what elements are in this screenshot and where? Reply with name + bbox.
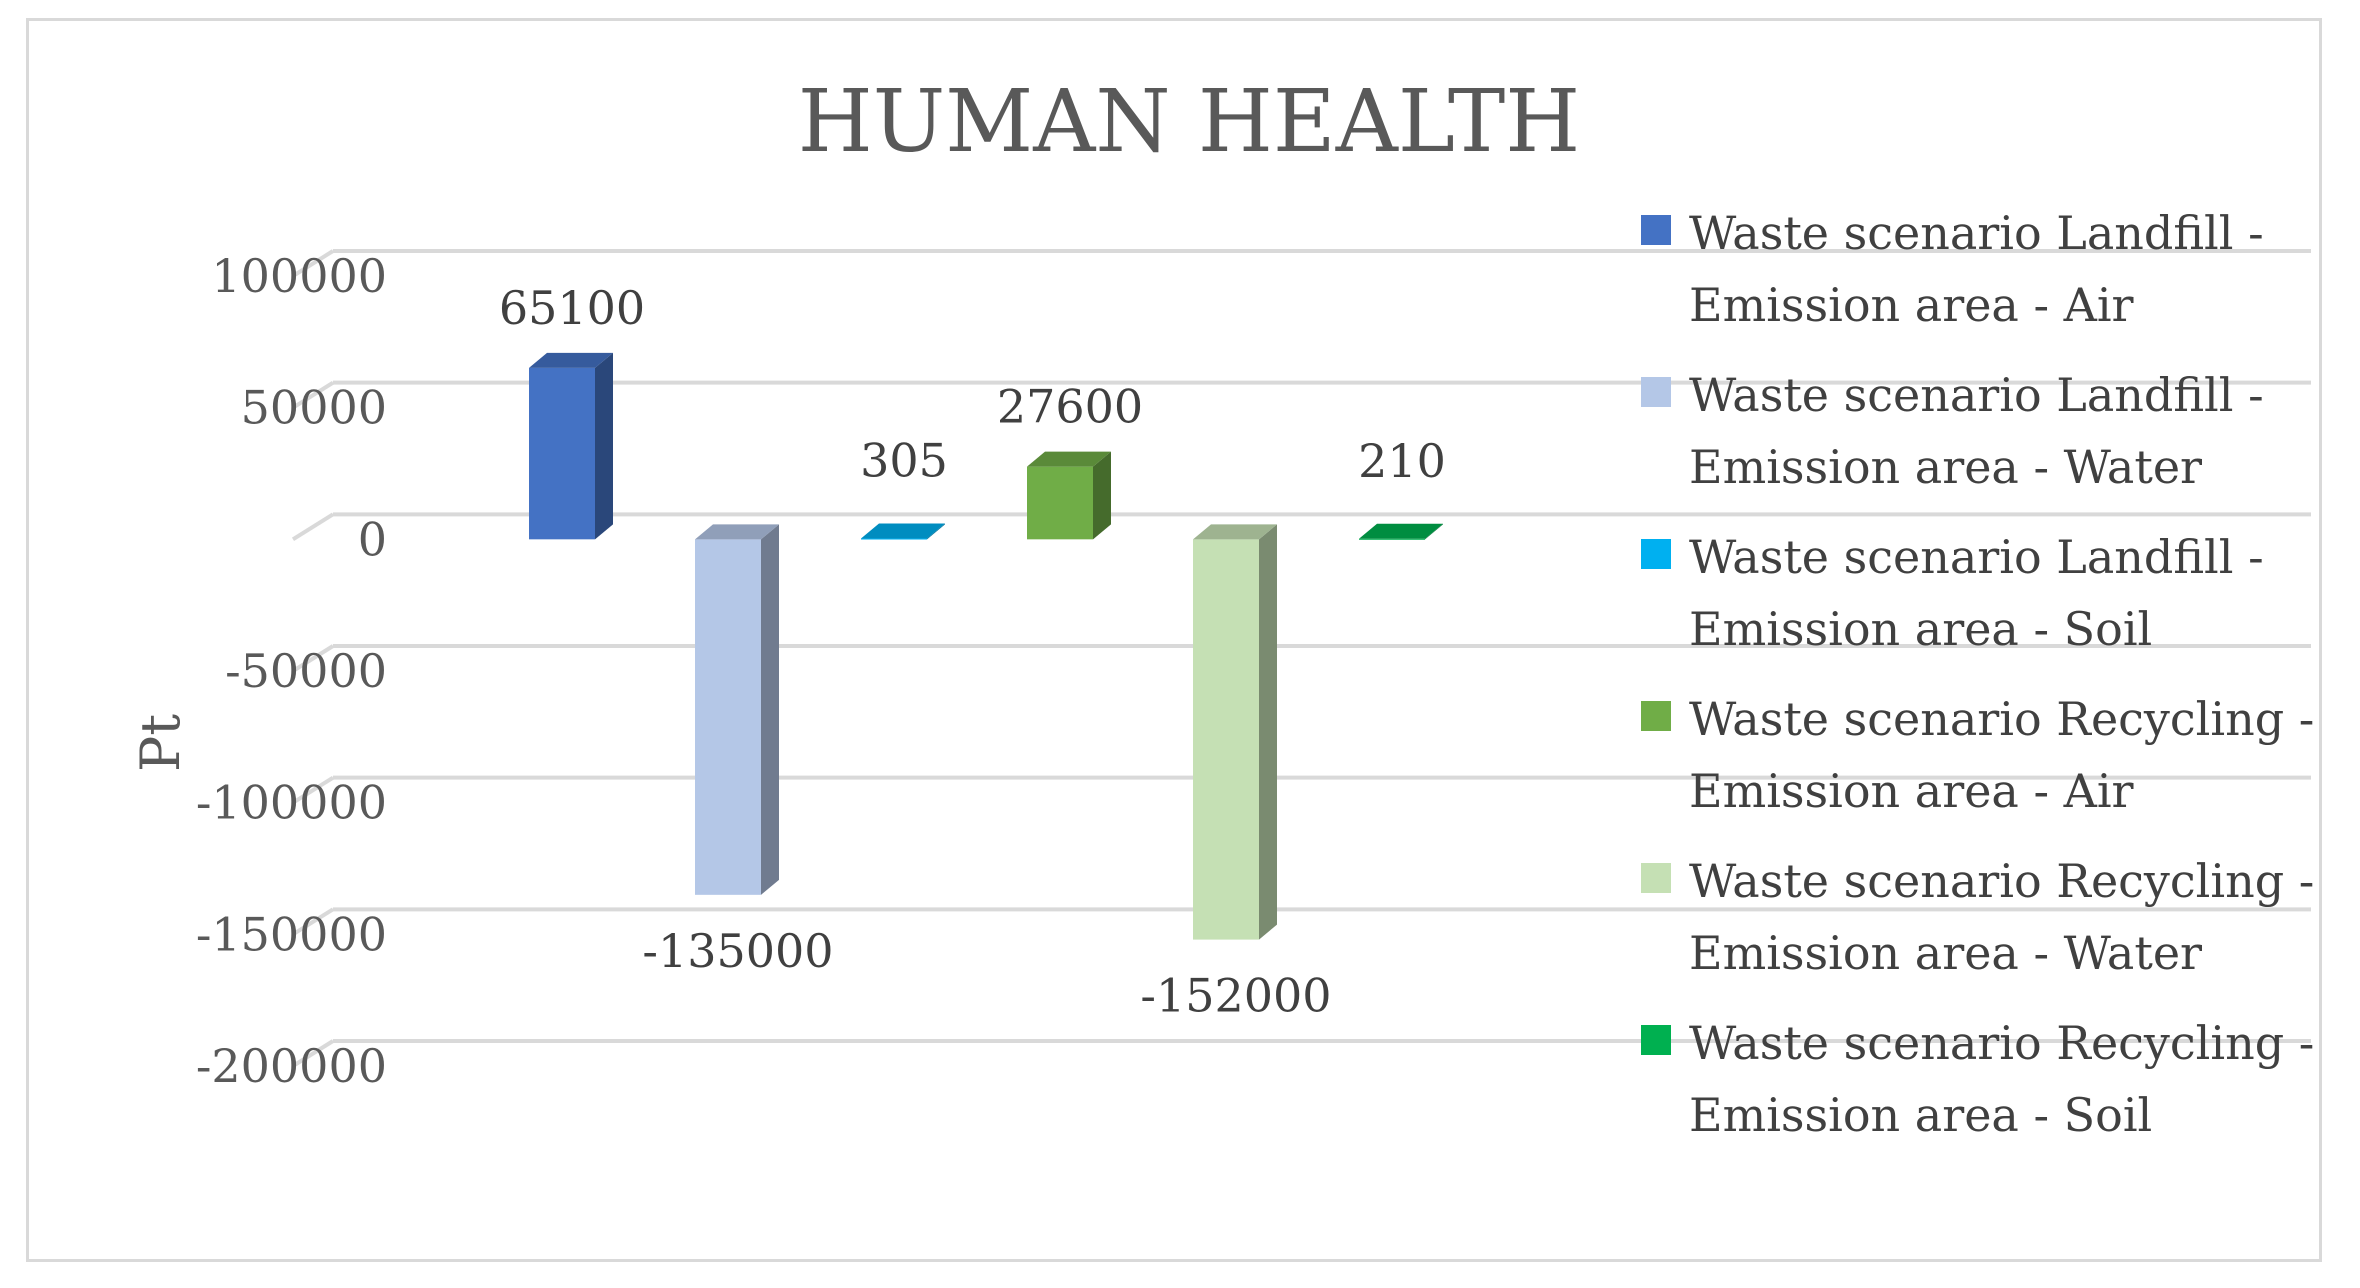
bar-side [761,524,779,895]
gridline-depth [291,380,335,410]
legend-item: Waste scenario Landfill - Emission area -… [1641,197,2360,359]
legend-item: Waste scenario Recycling - Emission area … [1641,1007,2360,1169]
legend-label: Waste scenario Recycling - Emission area … [1689,1007,2314,1151]
legend-label: Waste scenario Landfill - Emission area -… [1689,197,2264,341]
bar-top [695,524,779,540]
legend-label-line2: Emission area - Air [1689,278,2134,332]
bar-side [1425,523,1443,540]
gridline-depth [291,644,335,673]
legend-swatch [1641,215,1671,245]
data-labels: 65100 -135000 305 27600 -152000 210 [499,281,1446,1023]
y-axis-label: Pt [129,714,192,772]
legend-item: Waste scenario Landfill - Emission area -… [1641,521,2360,683]
gridline-depth [291,775,335,805]
y-tick-label: -200000 [196,1039,387,1093]
bars [529,352,1443,940]
data-label: -152000 [1140,969,1331,1023]
legend-label-line2: Emission area - Water [1689,440,2203,494]
legend-label-line1: Waste scenario Landfill - [1689,206,2264,260]
bar-front [1193,539,1259,940]
legend-swatch [1641,1025,1671,1055]
legend-label-line1: Waste scenario Recycling - [1689,692,2315,746]
legend-label: Waste scenario Recycling - Emission area … [1689,845,2314,989]
legend-label-line2: Emission area - Air [1689,764,2134,818]
bar [1193,524,1277,940]
legend-swatch [1641,539,1671,569]
y-tick-label: 100000 [211,249,387,303]
legend-item: Waste scenario Recycling - Emission area … [1641,683,2360,845]
y-tick-label: 50000 [241,381,387,435]
bar-front [529,367,595,540]
legend-label-line1: Waste scenario Landfill - [1689,530,2264,584]
data-label: 305 [860,434,948,488]
legend-swatch [1641,701,1671,731]
legend-item: Waste scenario Recycling - Emission area … [1641,845,2360,1007]
bar [1359,523,1443,540]
bar-side [927,523,945,540]
bar-front [695,539,761,895]
legend-swatch [1641,863,1671,893]
gridline-depth [291,1039,335,1068]
bar-top [1193,524,1277,540]
chart-title: HUMAN HEALTH [798,72,1581,172]
legend-label: Waste scenario Landfill - Emission area -… [1689,359,2264,503]
gridline-depth [291,512,335,542]
bar [529,352,613,540]
gridline-depth [291,907,335,937]
bar-side [1259,524,1277,940]
data-label: 210 [1358,434,1446,488]
data-label: 65100 [499,281,645,335]
bar-side [595,352,613,540]
data-label: 27600 [997,380,1143,434]
gridline-depth [291,249,335,278]
legend-label: Waste scenario Recycling - Emission area … [1689,683,2314,827]
legend: Waste scenario Landfill - Emission area -… [1641,197,2360,1169]
bar-front [1027,466,1093,540]
bar [695,524,779,895]
bar-front [1359,538,1425,540]
chart-canvas: HUMAN HEALTH Pt 100000 50000 0 -50000 -10000… [129,72,2311,1093]
legend-label-line2: Emission area - Soil [1689,602,2153,656]
y-tick-label: -100000 [196,776,387,830]
y-tick-label: 0 [358,512,387,566]
legend-label: Waste scenario Landfill - Emission area -… [1689,521,2264,665]
bar-top [529,352,613,368]
legend-label-line1: Waste scenario Recycling - [1689,1016,2315,1070]
data-label: -135000 [642,924,833,978]
bar-top [1359,523,1443,539]
chart-frame: HUMAN HEALTH Pt 100000 50000 0 -50000 -10000… [26,18,2322,1262]
bar-side [1093,451,1111,540]
gridlines [291,249,2311,1068]
y-tick-label: -150000 [196,907,387,961]
y-tick-labels: 100000 50000 0 -50000 -100000 -150000 -200000 [196,249,387,1093]
legend-label-line2: Emission area - Soil [1689,1088,2153,1142]
legend-label-line1: Waste scenario Landfill - [1689,368,2264,422]
legend-label-line1: Waste scenario Recycling - [1689,854,2315,908]
legend-item: Waste scenario Landfill - Emission area -… [1641,359,2360,521]
bar [1027,451,1111,540]
bar-top [861,523,945,539]
legend-swatch [1641,377,1671,407]
legend-label-line2: Emission area - Water [1689,926,2203,980]
y-tick-label: -50000 [225,644,387,698]
bar-top [1027,451,1111,467]
bar-front [861,538,927,540]
bar [861,523,945,540]
